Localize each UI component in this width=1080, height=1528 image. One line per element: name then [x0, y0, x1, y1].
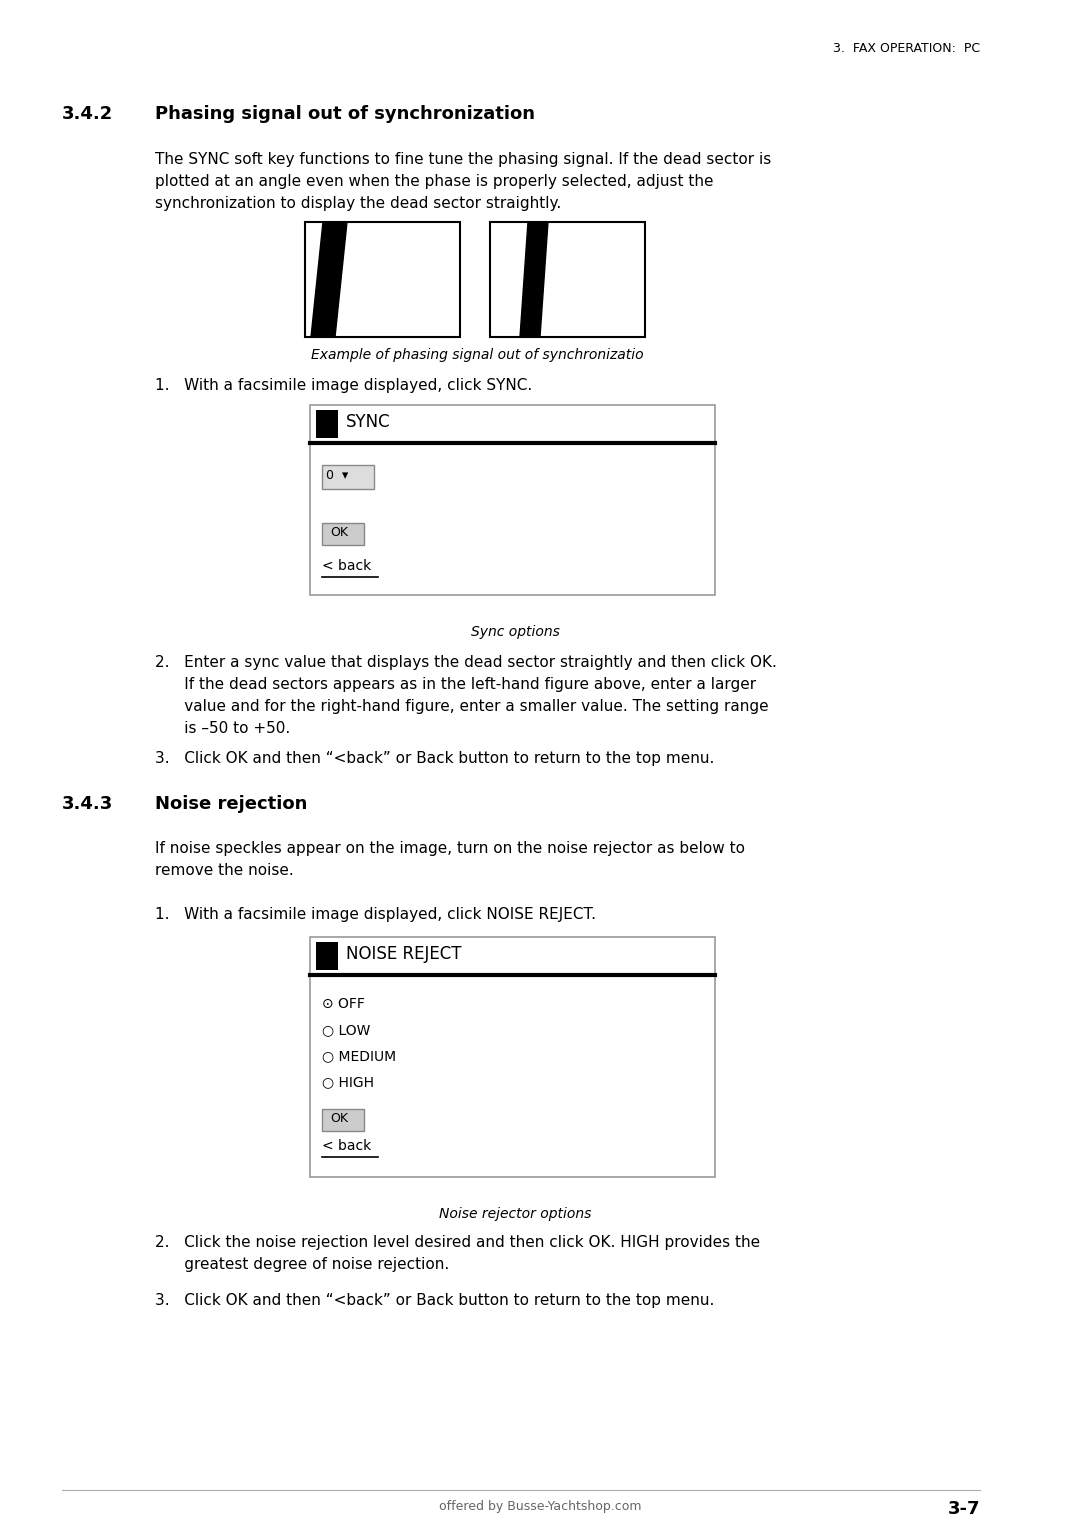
Bar	[316, 410, 338, 439]
Text: plotted at an angle even when the phase is properly selected, adjust the: plotted at an angle even when the phase …	[156, 174, 714, 189]
Text: 3-7: 3-7	[947, 1500, 980, 1517]
Text: ○ HIGH: ○ HIGH	[322, 1076, 374, 1089]
Text: OK: OK	[330, 526, 348, 539]
Bar	[310, 937, 715, 1177]
Bar	[322, 523, 364, 545]
Text: < back: < back	[322, 1138, 372, 1154]
Text: value and for the right-hand figure, enter a smaller value. The setting range: value and for the right-hand figure, ent…	[156, 698, 769, 714]
Text: 0  ▾: 0 ▾	[326, 469, 348, 481]
Text: ○ MEDIUM: ○ MEDIUM	[322, 1050, 396, 1063]
Text: Noise rejection: Noise rejection	[156, 795, 308, 813]
Text: Noise rejector options: Noise rejector options	[438, 1207, 591, 1221]
Bar	[322, 1109, 364, 1131]
Polygon shape	[519, 222, 548, 338]
Text: 3.   Click OK and then “<back” or Back button to return to the top menu.: 3. Click OK and then “<back” or Back but…	[156, 750, 714, 766]
Text: 3.   Click OK and then “<back” or Back button to return to the top menu.: 3. Click OK and then “<back” or Back but…	[156, 1293, 714, 1308]
Text: < back: < back	[322, 559, 372, 573]
Polygon shape	[311, 222, 347, 338]
Text: offered by Busse-Yachtshop.com: offered by Busse-Yachtshop.com	[438, 1500, 642, 1513]
Bar	[310, 405, 715, 594]
Text: is –50 to +50.: is –50 to +50.	[156, 721, 291, 736]
Text: Phasing signal out of synchronization: Phasing signal out of synchronization	[156, 105, 535, 122]
Bar	[322, 465, 374, 489]
Text: 3.  FAX OPERATION:  PC: 3. FAX OPERATION: PC	[833, 41, 980, 55]
Text: SYNC: SYNC	[346, 413, 391, 431]
Text: 1.   With a facsimile image displayed, click NOISE REJECT.: 1. With a facsimile image displayed, cli…	[156, 908, 596, 921]
Text: If noise speckles appear on the image, turn on the noise rejector as below to: If noise speckles appear on the image, t…	[156, 840, 745, 856]
Text: ⊙ OFF: ⊙ OFF	[322, 996, 365, 1012]
Text: ○ LOW: ○ LOW	[322, 1024, 370, 1038]
Text: 2.   Click the noise rejection level desired and then click OK. HIGH provides th: 2. Click the noise rejection level desir…	[156, 1235, 760, 1250]
Bar	[490, 222, 645, 338]
Bar	[316, 941, 338, 970]
Text: 2.   Enter a sync value that displays the dead sector straightly and then click : 2. Enter a sync value that displays the …	[156, 656, 777, 669]
Text: NOISE REJECT: NOISE REJECT	[346, 944, 461, 963]
Text: OK: OK	[330, 1112, 348, 1125]
Text: Sync options: Sync options	[471, 625, 559, 639]
Text: If the dead sectors appears as in the left-hand figure above, enter a larger: If the dead sectors appears as in the le…	[156, 677, 756, 692]
Text: 3.4.2: 3.4.2	[62, 105, 113, 122]
Bar	[305, 222, 460, 338]
Text: 1.   With a facsimile image displayed, click SYNC.: 1. With a facsimile image displayed, cli…	[156, 377, 532, 393]
Text: remove the noise.: remove the noise.	[156, 863, 294, 879]
Text: greatest degree of noise rejection.: greatest degree of noise rejection.	[156, 1258, 449, 1271]
Text: synchronization to display the dead sector straightly.: synchronization to display the dead sect…	[156, 196, 562, 211]
Text: The SYNC soft key functions to fine tune the phasing signal. If the dead sector : The SYNC soft key functions to fine tune…	[156, 151, 771, 167]
Text: 3.4.3: 3.4.3	[62, 795, 113, 813]
Text: Example of phasing signal out of synchronizatio: Example of phasing signal out of synchro…	[311, 348, 644, 362]
